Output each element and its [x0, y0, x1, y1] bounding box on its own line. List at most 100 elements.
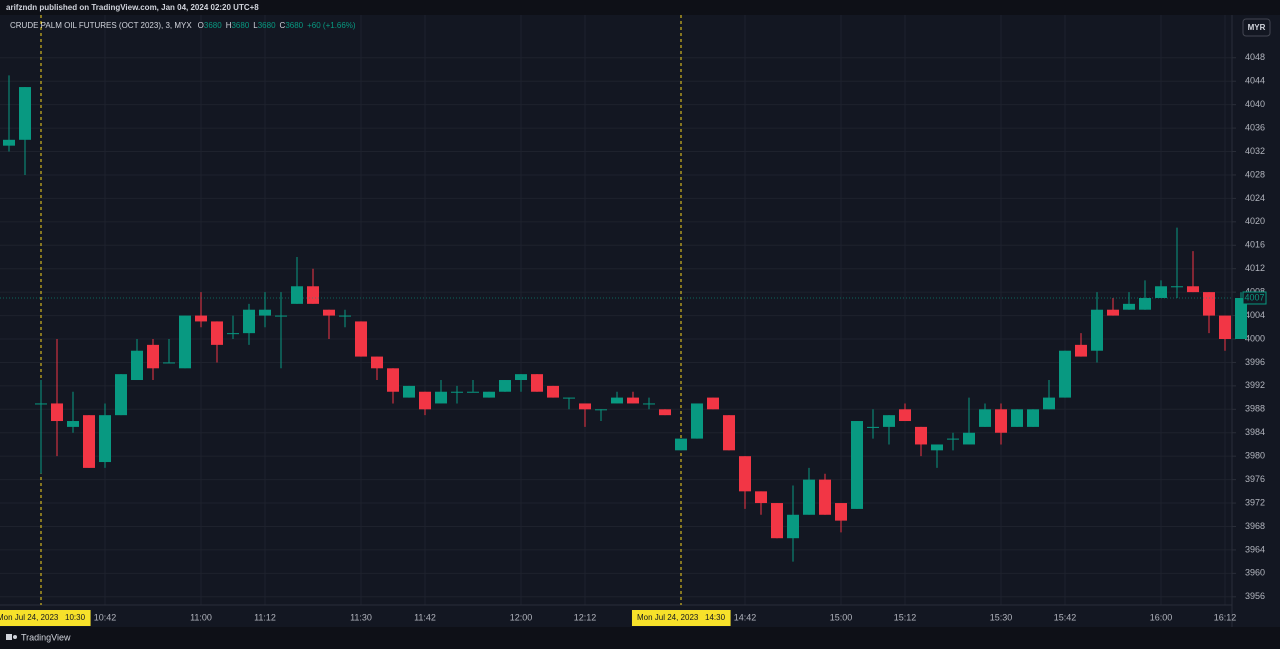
candle-body	[19, 87, 31, 140]
candle-body	[579, 403, 591, 410]
x-tick-label: Mon Jul 24, 2023 10:30	[0, 613, 86, 622]
candle	[563, 397, 575, 410]
x-tick-label: Mon Jul 24, 2023 14:30	[637, 613, 726, 622]
candle	[403, 385, 415, 398]
currency-label[interactable]: MYR	[1248, 23, 1266, 32]
candle-body	[1075, 344, 1087, 357]
y-tick-label: 3964	[1245, 544, 1265, 554]
candle	[979, 403, 991, 427]
candle-body	[1219, 315, 1231, 340]
x-tick-label: 14:42	[734, 612, 757, 622]
candle	[355, 321, 367, 357]
candle-body	[323, 309, 335, 316]
candle-body	[1011, 409, 1023, 427]
candle-body	[1027, 409, 1039, 427]
candle	[1139, 280, 1151, 310]
y-tick-label: 4048	[1245, 52, 1265, 62]
candle-body	[387, 368, 399, 392]
x-tick-label: 11:12	[254, 612, 276, 622]
y-tick-label: 4004	[1245, 310, 1265, 320]
candle-body	[627, 397, 639, 404]
brand-name: TradingView	[21, 632, 71, 642]
candle	[323, 309, 335, 340]
footer-bar	[0, 627, 1280, 649]
candle	[675, 438, 687, 451]
candle	[1235, 292, 1247, 340]
candle-body	[899, 409, 911, 422]
candle-body	[691, 403, 703, 439]
legend-key: C	[280, 21, 286, 30]
currency-button[interactable]	[1242, 18, 1271, 37]
candle	[963, 397, 975, 445]
candle-body	[51, 403, 63, 422]
y-tick-label: 3956	[1245, 591, 1265, 601]
candle-body	[547, 385, 559, 398]
candle	[35, 380, 47, 474]
candle	[531, 374, 543, 392]
candle	[419, 391, 431, 416]
x-tick-label: 15:00	[830, 612, 853, 622]
candle-body	[531, 374, 543, 392]
x-tick-label: 11:42	[414, 612, 436, 622]
candle	[1075, 333, 1087, 357]
candle	[387, 368, 399, 404]
candle	[83, 415, 95, 468]
candle-body	[467, 391, 479, 393]
candle	[1123, 292, 1135, 310]
y-tick-label: 4028	[1245, 169, 1265, 179]
candle	[163, 339, 175, 364]
candle	[435, 380, 447, 404]
legend-value: 3680	[231, 21, 249, 30]
candle-body	[723, 415, 735, 451]
candle-body	[835, 503, 847, 521]
candle-body	[1171, 286, 1183, 288]
candle-body	[995, 409, 1007, 433]
candle	[1043, 380, 1055, 410]
y-tick-label: 4044	[1245, 76, 1265, 86]
candle	[947, 432, 959, 451]
y-tick-label: 3960	[1245, 568, 1265, 578]
header-bar	[0, 0, 1280, 15]
candle-body	[35, 403, 47, 405]
last-price-label: 4007	[1244, 292, 1264, 302]
candle	[579, 403, 591, 427]
candle-body	[819, 479, 831, 515]
candle	[499, 380, 511, 392]
candle-body	[963, 432, 975, 445]
candle-body	[67, 421, 79, 427]
candle	[867, 409, 879, 439]
candle	[115, 374, 127, 416]
candle-body	[979, 409, 991, 427]
candle-body	[659, 409, 671, 416]
legend-value: 3680	[258, 21, 276, 30]
candle	[483, 391, 495, 398]
candle-body	[755, 491, 767, 504]
x-tick-label: 15:30	[990, 612, 1013, 622]
legend-change: +60 (+1.66%)	[307, 21, 356, 30]
last-price-box	[1242, 291, 1267, 305]
y-tick-label: 3988	[1245, 404, 1265, 414]
candle	[803, 467, 815, 515]
candle	[1171, 227, 1183, 298]
candle-body	[131, 350, 143, 381]
candle-body	[499, 380, 511, 392]
candle	[659, 409, 671, 416]
candle	[339, 309, 351, 328]
candle-body	[339, 315, 351, 317]
candle-body	[1107, 309, 1119, 316]
x-tick-label: 12:12	[574, 612, 597, 622]
candle-body	[851, 421, 863, 509]
candle-body	[307, 286, 319, 304]
candle-body	[1091, 309, 1103, 351]
y-tick-label: 4036	[1245, 122, 1265, 132]
y-tick-label: 4012	[1245, 263, 1265, 273]
y-tick-label: 4040	[1245, 99, 1265, 109]
legend-symbol: CRUDE PALM OIL FUTURES (OCT 2023), 3, MY…	[10, 21, 192, 30]
candle	[179, 315, 191, 369]
candle-body	[371, 356, 383, 369]
candle-body	[915, 426, 927, 445]
candle	[3, 75, 15, 152]
x-tick-label: 15:42	[1054, 612, 1077, 622]
publisher-note: arifzndn published on TradingView.com, J…	[6, 3, 259, 12]
legend-value: 3680	[204, 21, 222, 30]
